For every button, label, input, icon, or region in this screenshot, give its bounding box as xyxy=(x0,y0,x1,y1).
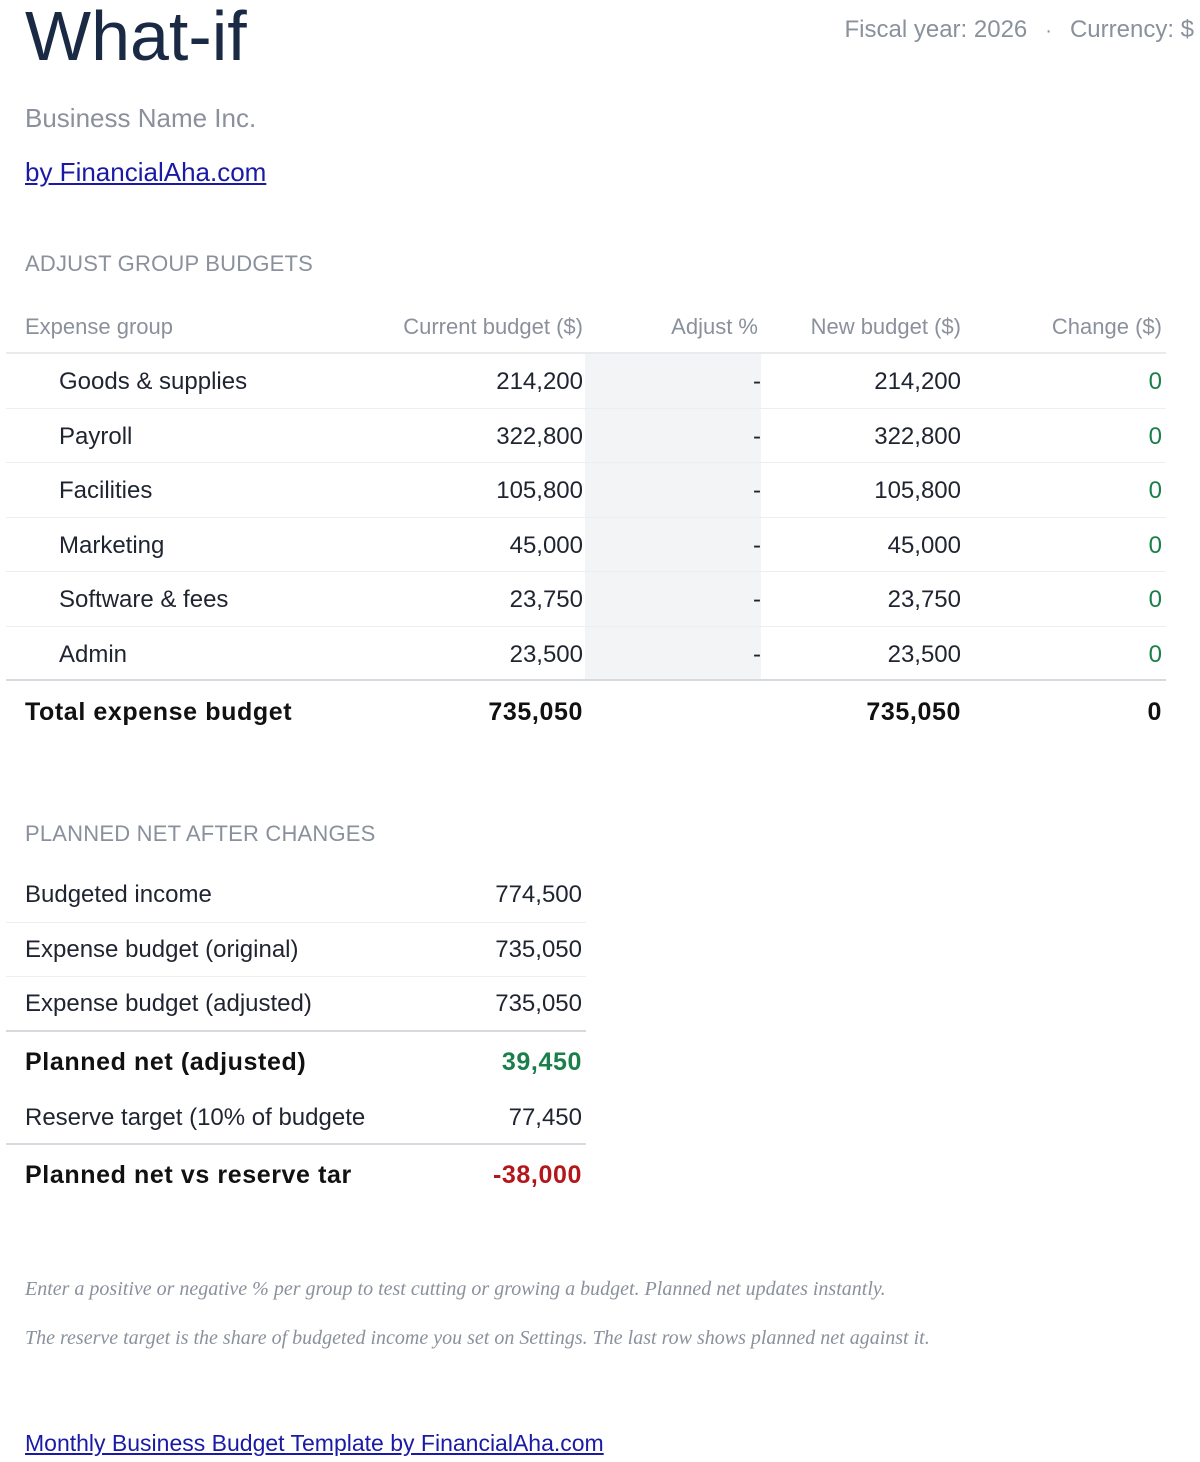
business-name: Business Name Inc. xyxy=(25,103,257,133)
net-vs-reserve-label: Planned net vs reserve tar xyxy=(25,1161,352,1189)
expense-group-name: Goods & supplies xyxy=(59,368,248,395)
page-title: What-if xyxy=(25,0,247,75)
expense-group-name: Software & fees xyxy=(59,586,229,613)
col-adjust-pct: Adjust % xyxy=(671,314,758,339)
new-budget-value: 23,500 xyxy=(887,640,961,668)
adjust-input-cell[interactable] xyxy=(585,626,761,679)
net-row-value: 735,050 xyxy=(495,990,582,1017)
reserve-target-label: Reserve target (10% of budgete xyxy=(25,1103,366,1131)
planned-net-label: Planned net (adjusted) xyxy=(25,1047,307,1076)
total-new-budget: 735,050 xyxy=(866,698,961,726)
current-budget-value: 45,000 xyxy=(509,531,583,559)
new-budget-value: 45,000 xyxy=(887,531,961,559)
net-row-value: 735,050 xyxy=(495,935,582,963)
net-row: Expense budget (adjusted) 735,050 xyxy=(6,977,586,1032)
template-footer-link[interactable]: Monthly Business Budget Template by Fina… xyxy=(25,1430,604,1456)
current-budget-value: 322,800 xyxy=(496,422,583,450)
adjust-input-cell[interactable] xyxy=(585,572,761,626)
total-current-budget: 735,050 xyxy=(488,698,583,726)
col-expense-group: Expense group xyxy=(25,314,173,339)
net-vs-reserve-row: Planned net vs reserve tar -38,000 xyxy=(6,1145,586,1200)
net-row: Budgeted income 774,500 xyxy=(6,868,586,923)
table-row: Goods & supplies 214,200 - 214,200 0 xyxy=(6,354,1166,409)
table-header: Expense group Current budget ($) Adjust … xyxy=(6,300,1166,354)
change-value: 0 xyxy=(1148,368,1162,395)
col-change: Change ($) xyxy=(1051,314,1162,339)
fiscal-meta: Fiscal year: 2026 · Currency: $ xyxy=(845,16,1194,44)
current-budget-value: 23,500 xyxy=(509,640,583,668)
table-row: Software & fees 23,750 - 23,750 0 xyxy=(6,572,1166,627)
current-budget-value: 105,800 xyxy=(496,477,583,504)
adjust-input-cell[interactable] xyxy=(585,354,761,408)
expense-group-name: Facilities xyxy=(59,477,153,504)
table-row: Admin 23,500 - 23,500 0 xyxy=(6,626,1166,681)
adjust-input-cell[interactable] xyxy=(585,463,761,517)
meta-separator: · xyxy=(1045,20,1052,42)
net-section-label: PLANNED NET AFTER CHANGES xyxy=(25,821,376,846)
currency: Currency: $ xyxy=(1069,16,1194,43)
table-row: Marketing 45,000 - 45,000 0 xyxy=(6,517,1166,572)
expense-group-name: Payroll xyxy=(59,422,133,450)
note-adjust: Enter a positive or negative % per group… xyxy=(25,1278,886,1300)
col-new-budget: New budget ($) xyxy=(810,314,961,339)
new-budget-value: 23,750 xyxy=(887,586,961,613)
adjust-pct-value[interactable]: - xyxy=(753,640,761,668)
new-budget-value: 322,800 xyxy=(874,422,961,450)
current-budget-value: 23,750 xyxy=(509,586,583,613)
reserve-target-row: Reserve target (10% of budgete 77,450 xyxy=(6,1091,586,1145)
planned-net-row: Planned net (adjusted) 39,450 xyxy=(6,1032,586,1091)
adjust-input-cell[interactable] xyxy=(585,517,761,571)
adjust-input-cell[interactable] xyxy=(585,408,761,462)
total-change: 0 xyxy=(1147,698,1162,726)
table-row: Payroll 322,800 - 322,800 0 xyxy=(6,408,1166,463)
adjust-pct-value[interactable]: - xyxy=(753,422,761,450)
change-value: 0 xyxy=(1148,640,1162,668)
net-vs-reserve-value: -38,000 xyxy=(493,1161,582,1189)
adjust-pct-value[interactable]: - xyxy=(753,531,761,559)
change-value: 0 xyxy=(1148,422,1162,450)
expense-table: Expense group Current budget ($) Adjust … xyxy=(6,300,1166,743)
adjust-pct-value[interactable]: - xyxy=(753,586,761,613)
adjust-pct-value[interactable]: - xyxy=(753,368,761,395)
new-budget-value: 214,200 xyxy=(874,368,961,395)
note-reserve: The reserve target is the share of budge… xyxy=(25,1327,930,1349)
reserve-target-value: 77,450 xyxy=(508,1103,582,1131)
total-label: Total expense budget xyxy=(25,698,293,726)
change-value: 0 xyxy=(1148,477,1162,504)
new-budget-value: 105,800 xyxy=(874,477,961,504)
expense-group-name: Marketing xyxy=(59,531,165,559)
change-value: 0 xyxy=(1148,531,1162,559)
financialaha-link[interactable]: by FinancialAha.com xyxy=(25,157,267,187)
net-row-label: Budgeted income xyxy=(25,881,212,908)
adjust-pct-value[interactable]: - xyxy=(753,477,761,504)
planned-net-value: 39,450 xyxy=(501,1047,582,1076)
current-budget-value: 214,200 xyxy=(496,368,583,395)
total-row: Total expense budget 735,050 735,050 0 xyxy=(6,681,1166,743)
table-row: Facilities 105,800 - 105,800 0 xyxy=(6,463,1166,518)
net-row: Expense budget (original) 735,050 xyxy=(6,923,586,977)
fiscal-year: Fiscal year: 2026 xyxy=(844,16,1028,43)
net-table: Budgeted income 774,500 Expense budget (… xyxy=(6,868,586,1200)
adjust-section-label: ADJUST GROUP BUDGETS xyxy=(25,251,314,276)
change-value: 0 xyxy=(1148,586,1162,613)
expense-group-name: Admin xyxy=(59,640,128,668)
net-row-label: Expense budget (adjusted) xyxy=(25,990,312,1017)
col-current-budget: Current budget ($) xyxy=(403,314,583,339)
net-row-label: Expense budget (original) xyxy=(25,935,299,963)
net-row-value: 774,500 xyxy=(495,881,582,908)
